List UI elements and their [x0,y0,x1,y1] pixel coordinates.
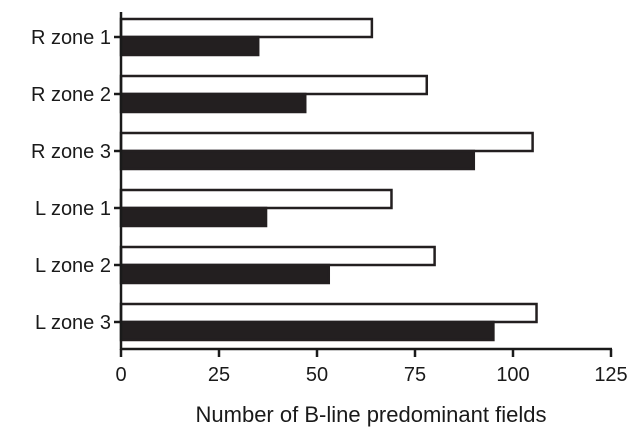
y-tick-label: L zone 3 [35,312,111,334]
y-tick-label: R zone 3 [31,141,111,163]
x-ticks-group: 0 25 50 75 100 125 [115,349,628,386]
bar-filled-5 [119,263,331,285]
y-tick-label: L zone 1 [35,198,111,220]
bar-filled-6 [119,320,495,342]
x-tick-label: 125 [594,364,627,386]
bar-open-6 [119,302,538,324]
y-tick-label: L zone 2 [35,255,111,277]
y-tick-label: R zone 1 [31,27,111,49]
bar-open-5 [119,245,436,267]
y-tick-label: R zone 2 [31,84,111,106]
bar-filled-1 [119,35,260,57]
x-tick-label: 100 [496,364,529,386]
x-tick-label: 0 [115,364,126,386]
y-tick-labels: R zone 1 R zone 2 R zone 3 L zone 1 L zone 2… [31,27,121,334]
x-tick-label: 75 [404,364,426,386]
bar-filled-4 [119,206,268,228]
bar-open-1 [119,17,374,39]
bar-filled-2 [119,92,307,114]
bar-open-3 [119,131,534,153]
x-tick-label: 50 [306,364,328,386]
x-axis-title: Number of B-line predominant fields [196,402,547,427]
bar-open-2 [119,74,429,96]
x-tick-label: 25 [208,364,230,386]
bars-group [119,17,538,342]
bar-filled-3 [119,149,476,171]
bar-open-4 [119,188,393,210]
